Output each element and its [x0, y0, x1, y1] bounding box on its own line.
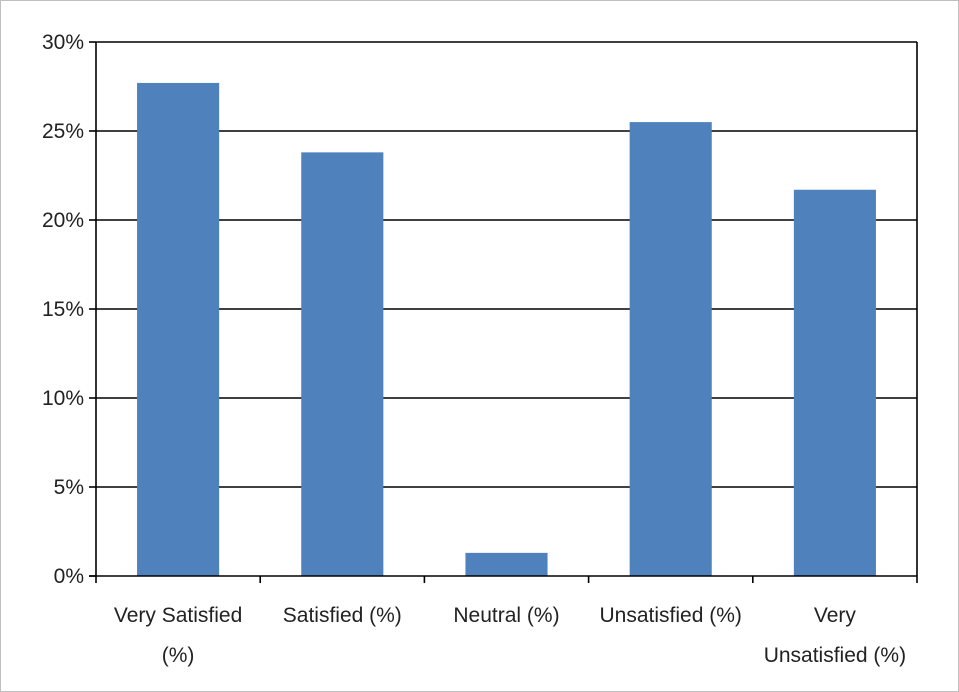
y-tick-label: 30%	[42, 31, 84, 54]
y-tick-label: 0%	[54, 565, 84, 588]
x-tick-label: Neutral (%)	[453, 604, 559, 627]
bar	[465, 552, 548, 576]
y-tick-label: 5%	[54, 476, 84, 499]
bar	[137, 82, 220, 576]
gridlines	[96, 41, 917, 488]
y-tick-label: 25%	[42, 120, 84, 143]
bar	[793, 189, 876, 577]
y-tick-label: 20%	[42, 209, 84, 232]
y-tick-label: 15%	[42, 298, 84, 321]
bar	[629, 122, 712, 576]
y-tick-label: 10%	[42, 387, 84, 410]
x-tick-label: Unsatisfied (%)	[600, 604, 742, 627]
x-tick-label: Very Satisfied (%)	[114, 604, 242, 667]
x-tick-label: Very Unsatisfied (%)	[764, 604, 906, 667]
labels: 0% 5% 10% 15% 20% 25% 30% Very Satisfied (%) Sati…	[42, 31, 906, 667]
axes	[89, 41, 918, 583]
bar	[301, 152, 384, 577]
x-tick-label: Satisfied (%)	[283, 604, 402, 627]
bars	[137, 82, 876, 577]
